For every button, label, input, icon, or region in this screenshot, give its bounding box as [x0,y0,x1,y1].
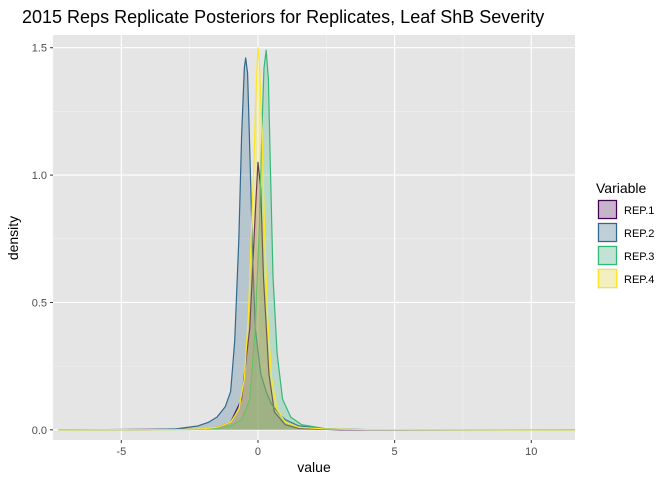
chart-title: 2015 Reps Replicate Posteriors for Repli… [22,7,544,27]
legend-key-bg [597,245,618,266]
legend-label: REP.2 [624,228,654,240]
legend-label: REP.1 [624,205,654,217]
legend-label: REP.4 [624,274,654,286]
legend: Variable REP.1 REP.2 REP.3 REP.4 [596,180,654,289]
y-tick-label: 0.5 [32,297,47,309]
x-tick-label: 0 [255,446,261,458]
legend-swatch-rep-2 [597,222,618,243]
legend-key-bg [597,268,618,289]
y-tick-label: 0.0 [32,425,47,437]
legend-label: REP.3 [624,251,654,263]
x-tick-label: 5 [392,446,398,458]
plot-panel [53,35,575,440]
legend-swatch-rep-4 [597,268,618,289]
x-axis: -5 0 5 10 [116,440,537,458]
legend-key-bg [597,222,618,243]
legend-swatch-rep-3 [597,245,618,266]
y-tick-label: 1.0 [32,170,47,182]
x-axis-title: value [297,459,331,475]
legend-key-bg [597,199,618,220]
series-line-rep-4 [58,47,576,431]
minor-grid [52,35,575,440]
x-tick-label: -5 [116,446,126,458]
series-line-rep-3 [58,49,576,431]
y-axis: 0.0 0.5 1.0 1.5 [32,43,53,437]
series-line-rep-2 [58,57,576,431]
legend-swatch-rep-1 [597,199,618,220]
y-axis-title: density [5,216,21,260]
y-tick-label: 1.5 [32,43,47,55]
density-series [58,47,576,431]
x-tick-label: 10 [525,446,537,458]
legend-title: Variable [596,180,647,196]
